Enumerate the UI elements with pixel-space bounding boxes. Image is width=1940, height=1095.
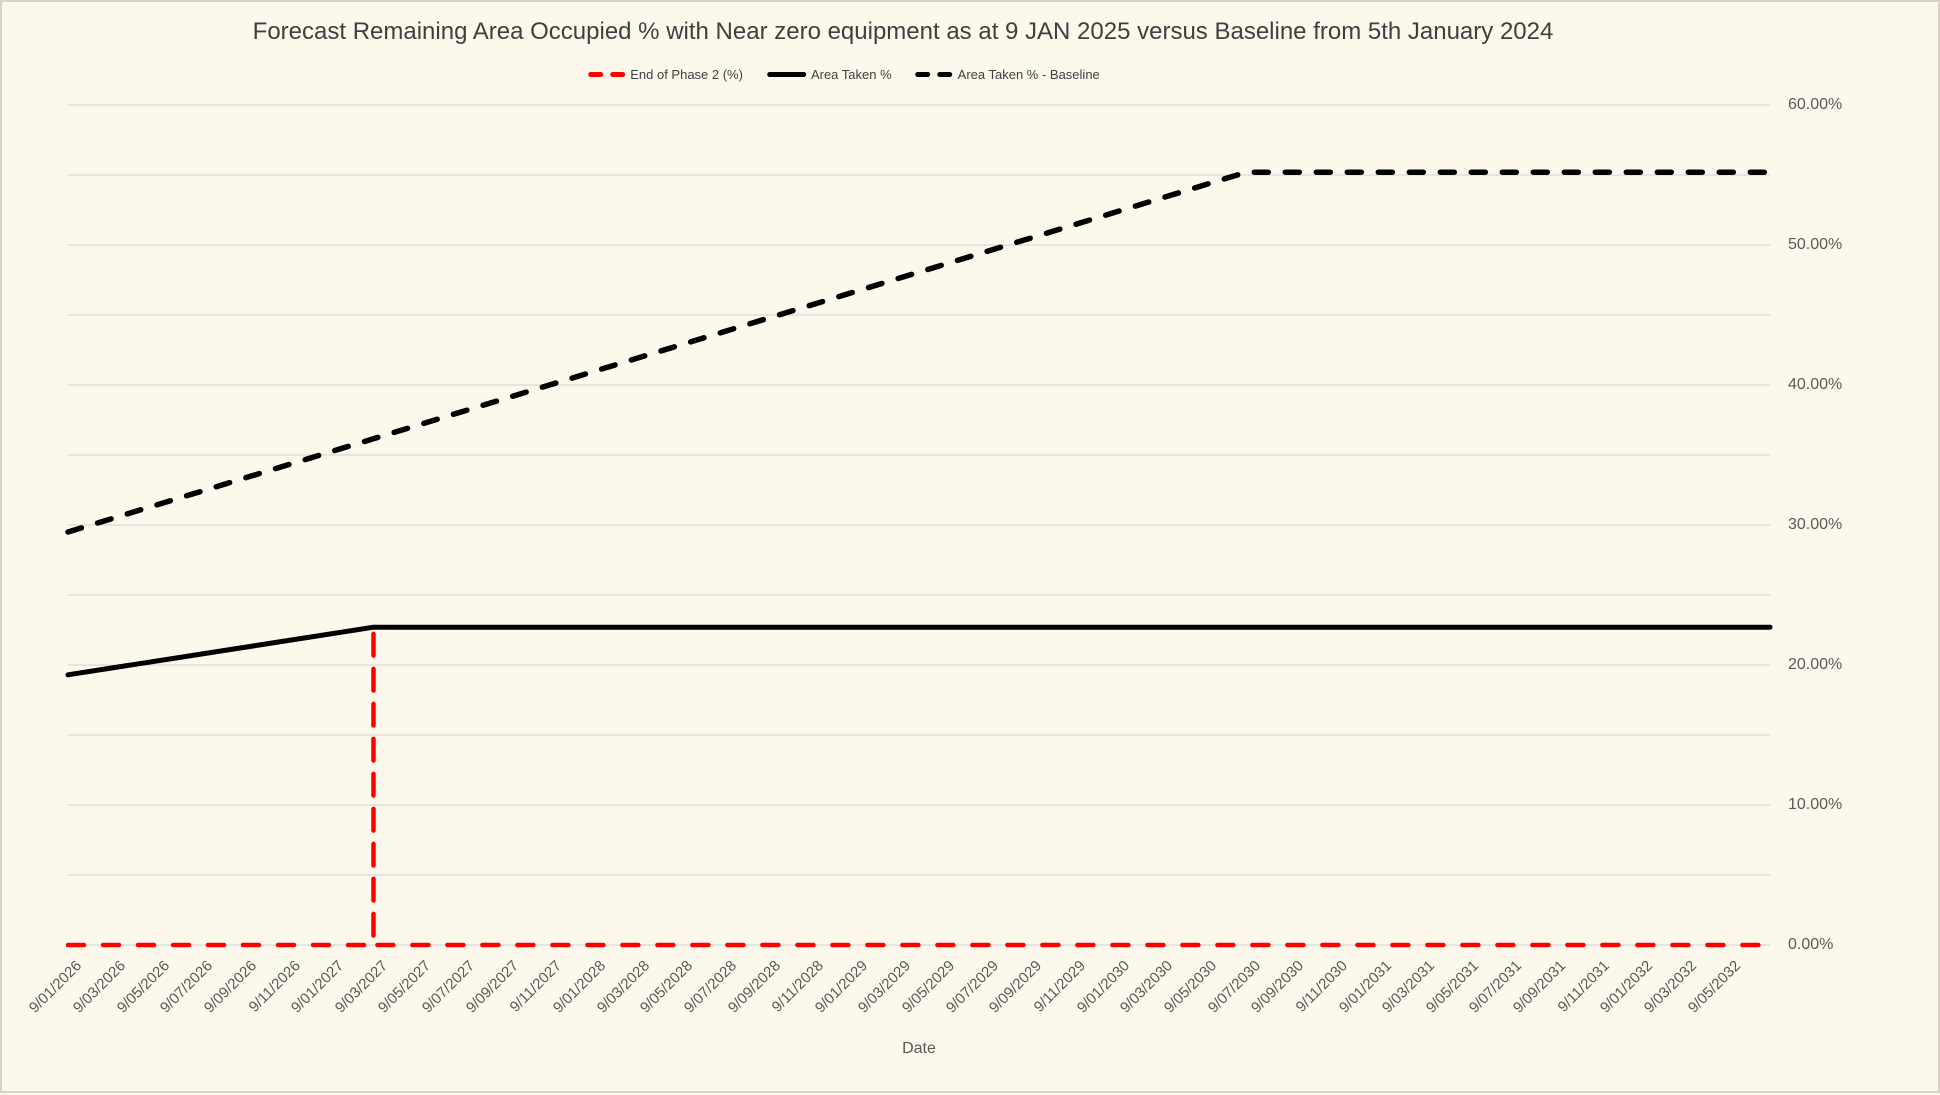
legend-item-area-taken[interactable]: Area Taken %: [766, 67, 892, 82]
y-axis-label: 40.00%: [1788, 376, 1843, 393]
series-line-area-taken-baseline[interactable]: [65, 169, 1773, 535]
legend-item-area-taken-baseline[interactable]: Area Taken % - Baseline: [915, 67, 1100, 82]
y-axis-label: 30.00%: [1788, 516, 1843, 533]
chart-legend: End of Phase 2 (%) Area Taken % Area Tak…: [588, 67, 1100, 82]
legend-label-area-taken: Area Taken %: [810, 67, 892, 82]
y-axis-label: 0.00%: [1788, 936, 1834, 953]
series-line-end-of-phase-2[interactable]: [65, 624, 1773, 948]
x-axis-title[interactable]: Date: [902, 1040, 936, 1057]
legend-label-end-of-phase-2: End of Phase 2 (%): [630, 67, 743, 82]
legend-sample-black-dashed-line-icon: [915, 72, 953, 77]
y-axis-label: 20.00%: [1788, 656, 1843, 673]
y-axis-label: 50.00%: [1788, 236, 1843, 253]
legend-item-end-of-phase-2[interactable]: End of Phase 2 (%): [588, 67, 743, 82]
legend-label-area-taken-baseline: Area Taken % - Baseline: [957, 67, 1100, 82]
legend-sample-black-solid-line-icon: [766, 72, 806, 77]
series-line-area-taken[interactable]: [65, 624, 1773, 678]
y-axis-label: 10.00%: [1788, 796, 1843, 813]
legend-sample-red-dashed-line-icon: [588, 72, 626, 77]
y-axis-label: 60.00%: [1788, 96, 1843, 113]
chart-title[interactable]: Forecast Remaining Area Occupied % with …: [252, 18, 1554, 45]
